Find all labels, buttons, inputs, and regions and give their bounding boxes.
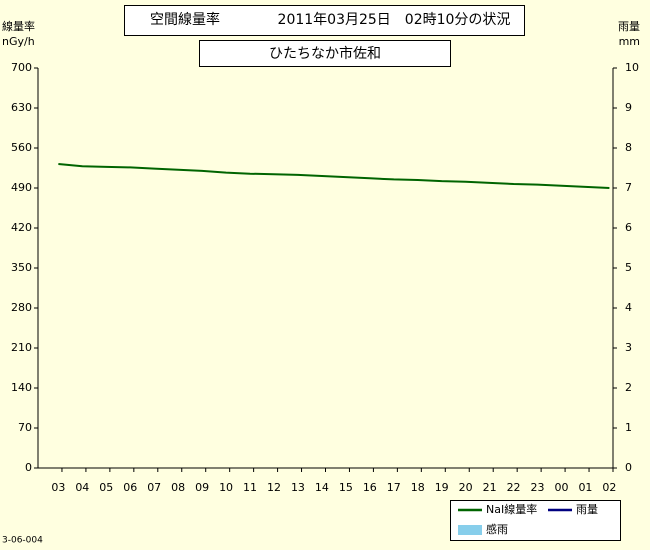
- x-tick-label: 14: [315, 481, 329, 494]
- y2-tick-label: 4: [625, 301, 632, 314]
- series-line: [58, 163, 610, 189]
- y2-tick-label: 5: [625, 261, 632, 274]
- y-tick-label: 560: [11, 141, 32, 154]
- y2-tick-label: 6: [625, 221, 632, 234]
- x-tick-label: 21: [483, 481, 497, 494]
- x-tick-label: 09: [195, 481, 209, 494]
- legend-swatch: [458, 525, 482, 535]
- y-tick-label: 420: [11, 221, 32, 234]
- x-tick-label: 00: [554, 481, 568, 494]
- location: ひたちなか市佐和: [269, 45, 381, 62]
- y-tick-label: 630: [11, 101, 32, 114]
- y-tick-label: 0: [25, 461, 32, 474]
- y-tick-label: 350: [11, 261, 32, 274]
- chart-title: 空間線量率: [150, 11, 220, 28]
- x-tick-label: 11: [243, 481, 257, 494]
- x-tick-label: 17: [387, 481, 401, 494]
- y2-tick-label: 3: [625, 341, 632, 354]
- y2-tick-label: 1: [625, 421, 632, 434]
- y-tick-label: 210: [11, 341, 32, 354]
- x-tick-label: 20: [459, 481, 473, 494]
- y2-tick-label: 9: [625, 101, 632, 114]
- y-tick-label: 490: [11, 181, 32, 194]
- x-tick-label: 06: [123, 481, 137, 494]
- y-tick-label: 140: [11, 381, 32, 394]
- legend-label: 感雨: [486, 523, 508, 536]
- x-tick-label: 15: [339, 481, 353, 494]
- y2-tick-label: 10: [625, 61, 639, 74]
- footer: 3-06-004: [2, 536, 43, 546]
- y2-tick-label: 0: [625, 461, 632, 474]
- x-tick-label: 19: [435, 481, 449, 494]
- title-box: [124, 5, 525, 36]
- x-tick-label: 07: [147, 481, 161, 494]
- y-axis-label: 線量率: [2, 19, 35, 33]
- y-tick-label: 700: [11, 61, 32, 74]
- x-tick-label: 02: [602, 481, 616, 494]
- x-tick-label: 05: [99, 481, 113, 494]
- x-tick-label: 04: [75, 481, 89, 494]
- x-tick-label: 16: [363, 481, 377, 494]
- y2-tick-label: 2: [625, 381, 632, 394]
- legend-label: NaI線量率: [486, 502, 537, 516]
- x-tick-label: 08: [171, 481, 185, 494]
- x-tick-label: 03: [51, 481, 65, 494]
- legend-label: 雨量: [576, 503, 598, 516]
- y-tick-label: 70: [18, 421, 32, 434]
- x-tick-label: 23: [531, 481, 545, 494]
- location-box: [199, 40, 451, 67]
- x-tick-label: 18: [411, 481, 425, 494]
- x-tick-label: 22: [507, 481, 521, 494]
- y-axis-unit: nGy/h: [2, 35, 35, 48]
- y2-tick-label: 7: [625, 181, 632, 194]
- y2-axis-unit: mm: [619, 35, 640, 48]
- y2-axis-label: 雨量: [618, 20, 640, 33]
- chart-date: 2011年03月25日 02時10分の状況: [278, 12, 511, 28]
- x-tick-label: 01: [578, 481, 592, 494]
- y-tick-label: 280: [11, 301, 32, 314]
- y2-tick-label: 8: [625, 141, 632, 154]
- x-tick-label: 10: [219, 481, 233, 494]
- x-tick-label: 13: [291, 481, 305, 494]
- x-tick-label: 12: [267, 481, 281, 494]
